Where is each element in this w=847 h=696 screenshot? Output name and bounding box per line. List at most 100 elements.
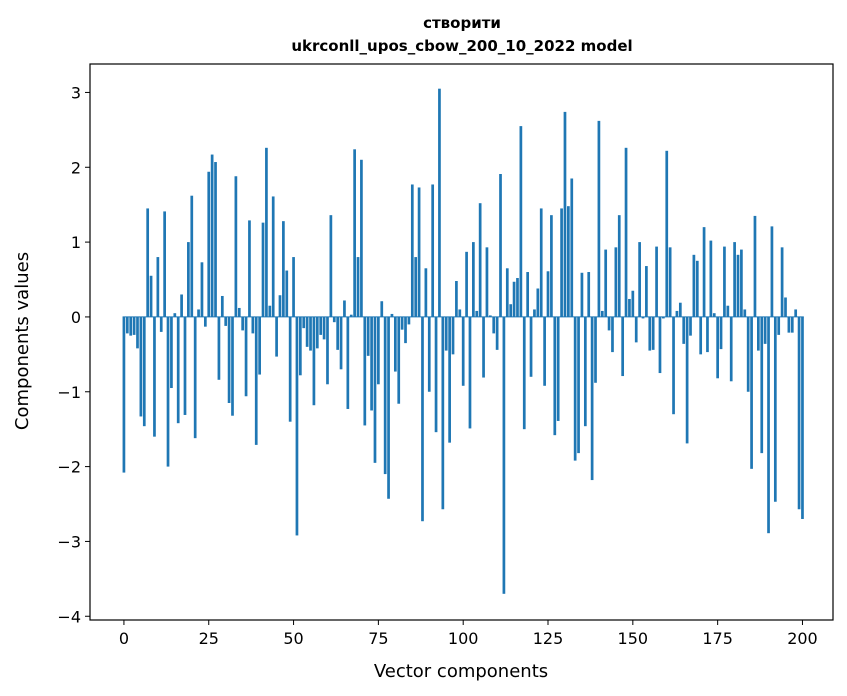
- bar-component-9: [153, 316, 156, 437]
- bar-component-174: [712, 313, 716, 317]
- bar-component-184: [746, 316, 750, 392]
- x-tick-label: 75: [368, 629, 388, 648]
- bar-component-80: [393, 316, 397, 372]
- bar-component-175: [716, 316, 719, 379]
- bar-component-200: [801, 316, 804, 519]
- bar-component-103: [472, 242, 475, 317]
- bar-component-131: [567, 206, 570, 317]
- bar-component-150: [631, 290, 635, 317]
- bar-component-60: [326, 316, 329, 385]
- bar-component-41: [261, 222, 265, 317]
- bar-component-97: [451, 316, 455, 355]
- bar-component-169: [695, 260, 699, 317]
- chart-title-line-2: ukrconll_upos_cbow_200_10_2022 model: [291, 37, 632, 55]
- bar-component-5: [139, 316, 143, 417]
- bar-component-126: [550, 215, 553, 317]
- bar-component-23: [200, 262, 204, 317]
- bar-component-113: [505, 268, 509, 317]
- chart-title: створити ukrconll_upos_cbow_200_10_2022 …: [291, 14, 632, 55]
- bar-component-136: [583, 316, 587, 427]
- bar-component-38: [251, 316, 255, 334]
- bar-component-26: [210, 154, 214, 317]
- bar-component-90: [427, 316, 431, 392]
- bar-component-146: [617, 215, 621, 317]
- bar-component-72: [366, 316, 370, 356]
- bar-component-109: [492, 316, 496, 334]
- bar-component-19: [187, 242, 190, 317]
- bar-component-11: [159, 316, 163, 332]
- bar-component-78: [387, 316, 390, 499]
- bars-group: [122, 88, 804, 594]
- y-tick-label: −1: [57, 383, 81, 402]
- bar-component-187: [757, 316, 760, 351]
- bar-component-17: [180, 294, 183, 317]
- bar-component-6: [142, 316, 146, 427]
- bar-component-4: [136, 316, 139, 349]
- bar-component-123: [539, 208, 543, 317]
- bar-component-162: [672, 316, 675, 415]
- bar-component-81: [397, 316, 401, 404]
- bar-component-119: [526, 272, 530, 317]
- bar-component-65: [343, 300, 346, 317]
- bar-component-140: [597, 120, 601, 317]
- bar-component-153: [641, 316, 645, 319]
- bar-component-132: [570, 178, 574, 317]
- bar-component-198: [794, 309, 798, 317]
- bar-component-14: [170, 316, 173, 389]
- bar-component-130: [563, 111, 567, 317]
- bar-component-105: [478, 203, 482, 317]
- bar-component-142: [604, 249, 608, 317]
- bar-component-51: [295, 316, 299, 536]
- bar-component-168: [692, 254, 696, 317]
- bar-component-2: [129, 316, 133, 336]
- bar-component-67: [349, 314, 353, 317]
- x-tick-label: 25: [199, 629, 219, 648]
- bar-component-62: [332, 316, 336, 323]
- bar-component-39: [254, 316, 258, 445]
- bar-component-52: [298, 316, 302, 376]
- bar-component-22: [197, 309, 200, 317]
- bar-component-107: [485, 247, 489, 317]
- bar-component-112: [502, 316, 506, 594]
- bar-component-194: [780, 247, 784, 317]
- y-tick-label: 3: [71, 83, 81, 102]
- y-axis-ticks: −4 −3 −2 −1 0 1 2 3: [57, 83, 90, 626]
- bar-component-85: [410, 184, 414, 317]
- x-tick-label: 0: [119, 629, 129, 648]
- bar-component-147: [621, 316, 625, 377]
- bar-component-115: [512, 281, 516, 317]
- bar-component-154: [645, 266, 648, 317]
- bar-component-96: [448, 316, 451, 443]
- bar-component-13: [166, 316, 170, 467]
- bar-component-101: [465, 251, 468, 317]
- bar-component-163: [675, 310, 679, 317]
- bar-component-75: [377, 316, 380, 385]
- bar-component-1: [125, 316, 129, 334]
- bar-component-161: [668, 247, 672, 317]
- bar-component-155: [648, 316, 652, 351]
- bar-component-165: [682, 316, 686, 344]
- bar-component-137: [587, 272, 591, 317]
- bar-component-31: [227, 316, 231, 403]
- bar-component-42: [265, 147, 268, 317]
- bar-component-148: [624, 147, 628, 317]
- bar-component-74: [373, 316, 377, 463]
- bar-component-68: [353, 149, 356, 317]
- y-tick-label: −2: [57, 458, 81, 477]
- bar-component-30: [224, 316, 228, 326]
- bar-component-172: [706, 316, 709, 353]
- bar-component-56: [312, 316, 316, 406]
- bar-component-43: [268, 305, 272, 317]
- bar-component-88: [421, 316, 424, 522]
- bar-component-84: [407, 316, 411, 325]
- bar-component-99: [458, 309, 462, 317]
- bar-component-86: [414, 257, 418, 317]
- bar-component-141: [600, 310, 604, 317]
- bar-component-121: [533, 309, 536, 317]
- bar-component-37: [248, 220, 251, 317]
- bar-component-69: [356, 257, 360, 317]
- bar-component-157: [655, 246, 658, 317]
- y-tick-label: 1: [71, 233, 81, 252]
- bar-component-91: [431, 184, 435, 317]
- bar-component-0: [122, 316, 126, 473]
